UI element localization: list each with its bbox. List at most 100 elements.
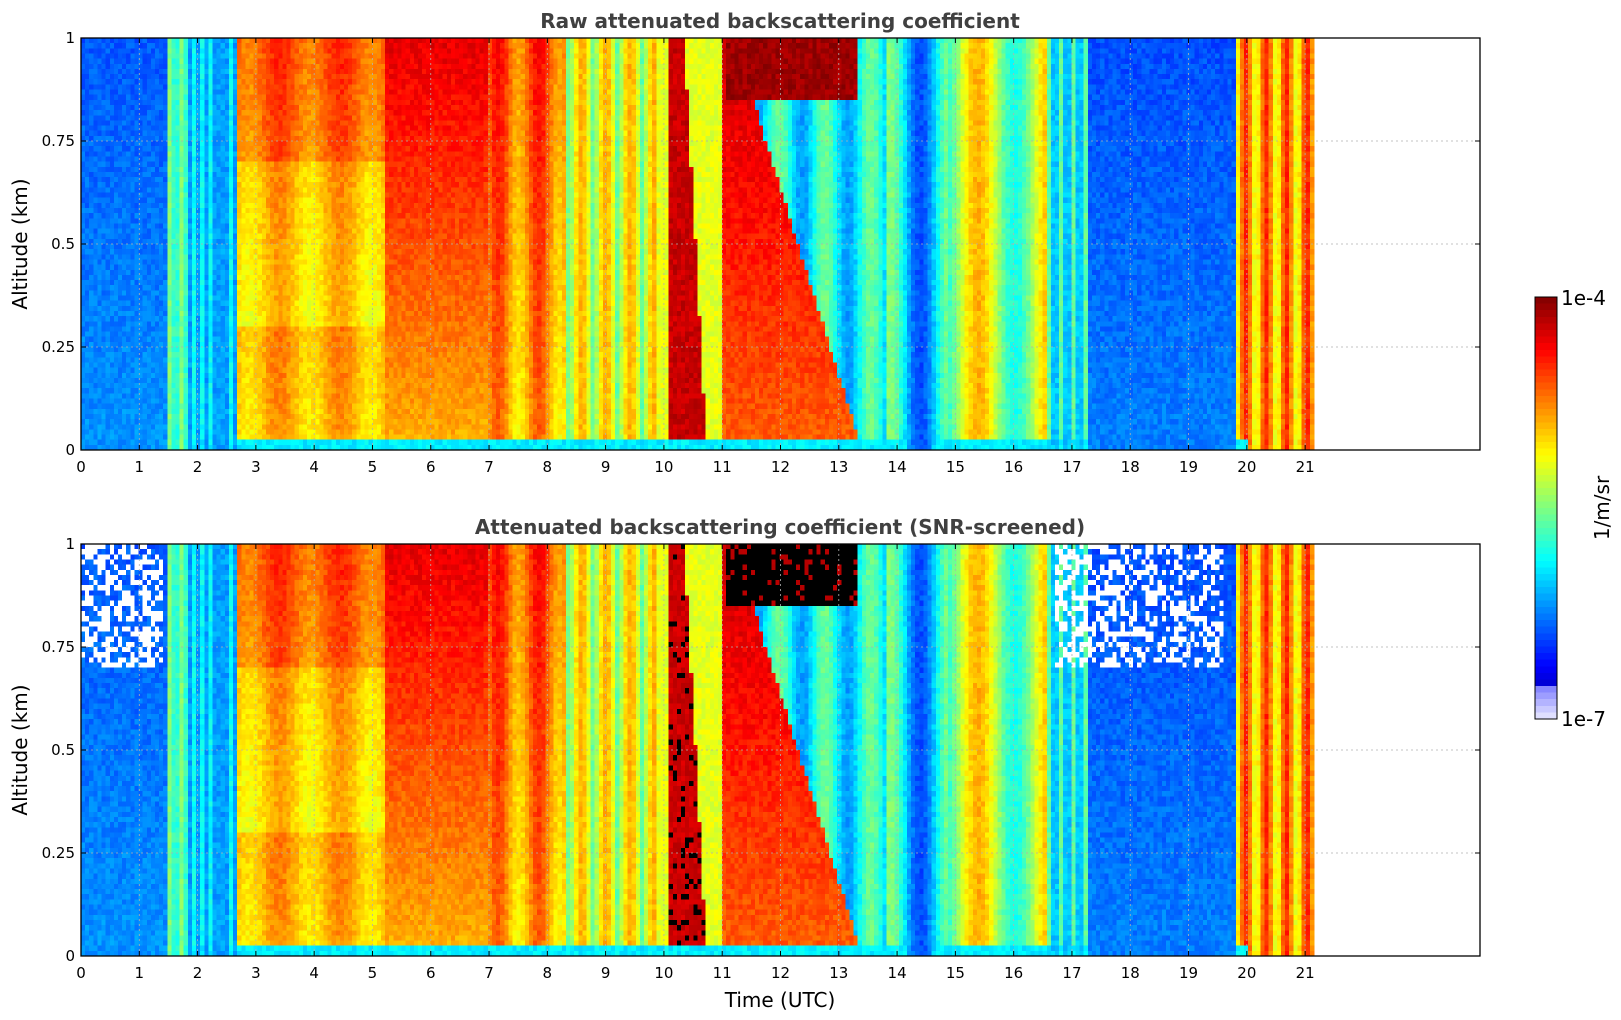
heatmap-cell bbox=[237, 362, 242, 369]
heatmap-cell bbox=[237, 84, 242, 91]
heatmap-cell bbox=[179, 300, 185, 307]
heatmap-cell bbox=[228, 285, 234, 291]
heatmap-cell bbox=[134, 238, 140, 245]
heatmap-cell bbox=[290, 316, 296, 322]
heatmap-cell bbox=[245, 151, 251, 158]
heatmap-cell bbox=[196, 156, 201, 163]
heatmap-cell bbox=[290, 84, 296, 91]
heatmap-cell bbox=[245, 110, 251, 116]
heatmap-cell bbox=[130, 207, 136, 214]
heatmap-cell bbox=[253, 213, 259, 219]
heatmap-cell bbox=[323, 429, 329, 436]
heatmap-cell bbox=[327, 429, 333, 436]
heatmap-cell bbox=[208, 357, 214, 364]
heatmap-cell bbox=[146, 383, 152, 389]
heatmap-cell bbox=[228, 367, 234, 374]
heatmap-cell bbox=[85, 38, 90, 44]
heatmap-cell bbox=[138, 94, 144, 101]
heatmap-cell bbox=[331, 244, 337, 250]
heatmap-cell bbox=[315, 84, 320, 91]
heatmap-cell bbox=[220, 68, 226, 75]
heatmap-cell bbox=[286, 362, 292, 369]
heatmap-cell bbox=[117, 135, 123, 142]
heatmap-cell bbox=[228, 223, 234, 230]
heatmap-cell bbox=[85, 94, 90, 101]
heatmap-cell bbox=[220, 249, 226, 255]
heatmap-cell bbox=[183, 79, 189, 85]
heatmap-cell bbox=[113, 213, 119, 219]
heatmap-cell bbox=[265, 43, 271, 49]
heatmap-cell bbox=[253, 274, 259, 281]
heatmap-cell bbox=[171, 300, 177, 307]
heatmap-cell bbox=[327, 347, 333, 353]
heatmap-cell bbox=[179, 53, 185, 60]
heatmap-cell bbox=[270, 43, 275, 49]
heatmap-cell bbox=[241, 398, 246, 405]
heatmap-cell bbox=[237, 254, 242, 261]
heatmap-cell bbox=[191, 352, 197, 358]
heatmap-cell bbox=[179, 429, 185, 436]
heatmap-cell bbox=[224, 300, 230, 307]
heatmap-cell bbox=[265, 413, 271, 420]
heatmap-cell bbox=[97, 58, 103, 65]
heatmap-cell bbox=[113, 79, 119, 85]
heatmap-cell bbox=[85, 141, 90, 147]
heatmap-cell bbox=[270, 120, 275, 127]
heatmap-cell bbox=[167, 238, 173, 245]
heatmap-cell bbox=[261, 305, 267, 312]
heatmap-cell bbox=[154, 280, 160, 286]
heatmap-cell bbox=[257, 439, 263, 446]
heatmap-cell bbox=[150, 357, 156, 364]
heatmap-cell bbox=[122, 120, 127, 127]
heatmap-cell bbox=[191, 38, 197, 44]
heatmap-cell bbox=[163, 280, 168, 286]
heatmap-cell bbox=[315, 352, 320, 358]
heatmap-cell bbox=[171, 53, 177, 60]
heatmap-cell bbox=[282, 377, 288, 384]
heatmap-cell bbox=[130, 336, 136, 343]
heatmap-cell bbox=[154, 94, 160, 101]
heatmap-cell bbox=[175, 99, 181, 106]
heatmap-cell bbox=[191, 130, 197, 137]
heatmap-cell bbox=[282, 213, 288, 219]
heatmap-cell bbox=[216, 259, 222, 266]
heatmap-cell bbox=[191, 398, 197, 405]
heatmap-cell bbox=[126, 434, 131, 441]
heatmap-cell bbox=[187, 249, 193, 255]
heatmap-cell bbox=[134, 63, 140, 70]
heatmap-cell bbox=[216, 341, 222, 348]
heatmap-cell bbox=[216, 377, 222, 384]
heatmap-cell bbox=[274, 300, 279, 307]
heatmap-cell bbox=[97, 202, 103, 209]
heatmap-cell bbox=[253, 202, 259, 209]
heatmap-cell bbox=[298, 377, 304, 384]
heatmap-cell bbox=[274, 254, 279, 261]
heatmap-cell bbox=[204, 99, 209, 106]
heatmap-cell bbox=[183, 254, 189, 261]
heatmap-cell bbox=[175, 269, 181, 276]
heatmap-cell bbox=[179, 341, 185, 348]
heatmap-cell bbox=[97, 269, 103, 276]
heatmap-cell bbox=[191, 244, 197, 250]
heatmap-cell bbox=[298, 94, 304, 101]
heatmap-cell bbox=[167, 141, 173, 147]
heatmap-cell bbox=[146, 321, 152, 327]
heatmap-cell bbox=[159, 192, 164, 199]
heatmap-cell bbox=[183, 228, 189, 235]
heatmap-cell bbox=[265, 228, 271, 235]
heatmap-cell bbox=[109, 305, 115, 312]
heatmap-cell bbox=[175, 341, 181, 348]
heatmap-cell bbox=[286, 53, 292, 60]
heatmap-cell bbox=[315, 429, 320, 436]
heatmap-cell bbox=[302, 171, 308, 178]
heatmap-cell bbox=[200, 84, 205, 91]
heatmap-cell bbox=[286, 197, 292, 204]
heatmap-cell bbox=[200, 357, 205, 364]
heatmap-cell bbox=[117, 182, 123, 188]
heatmap-cell bbox=[146, 161, 152, 168]
heatmap-cell bbox=[105, 434, 111, 441]
heatmap-cell bbox=[109, 89, 115, 96]
heatmap-cell bbox=[97, 99, 103, 106]
heatmap-cell bbox=[335, 161, 341, 168]
heatmap-cell bbox=[85, 43, 90, 49]
